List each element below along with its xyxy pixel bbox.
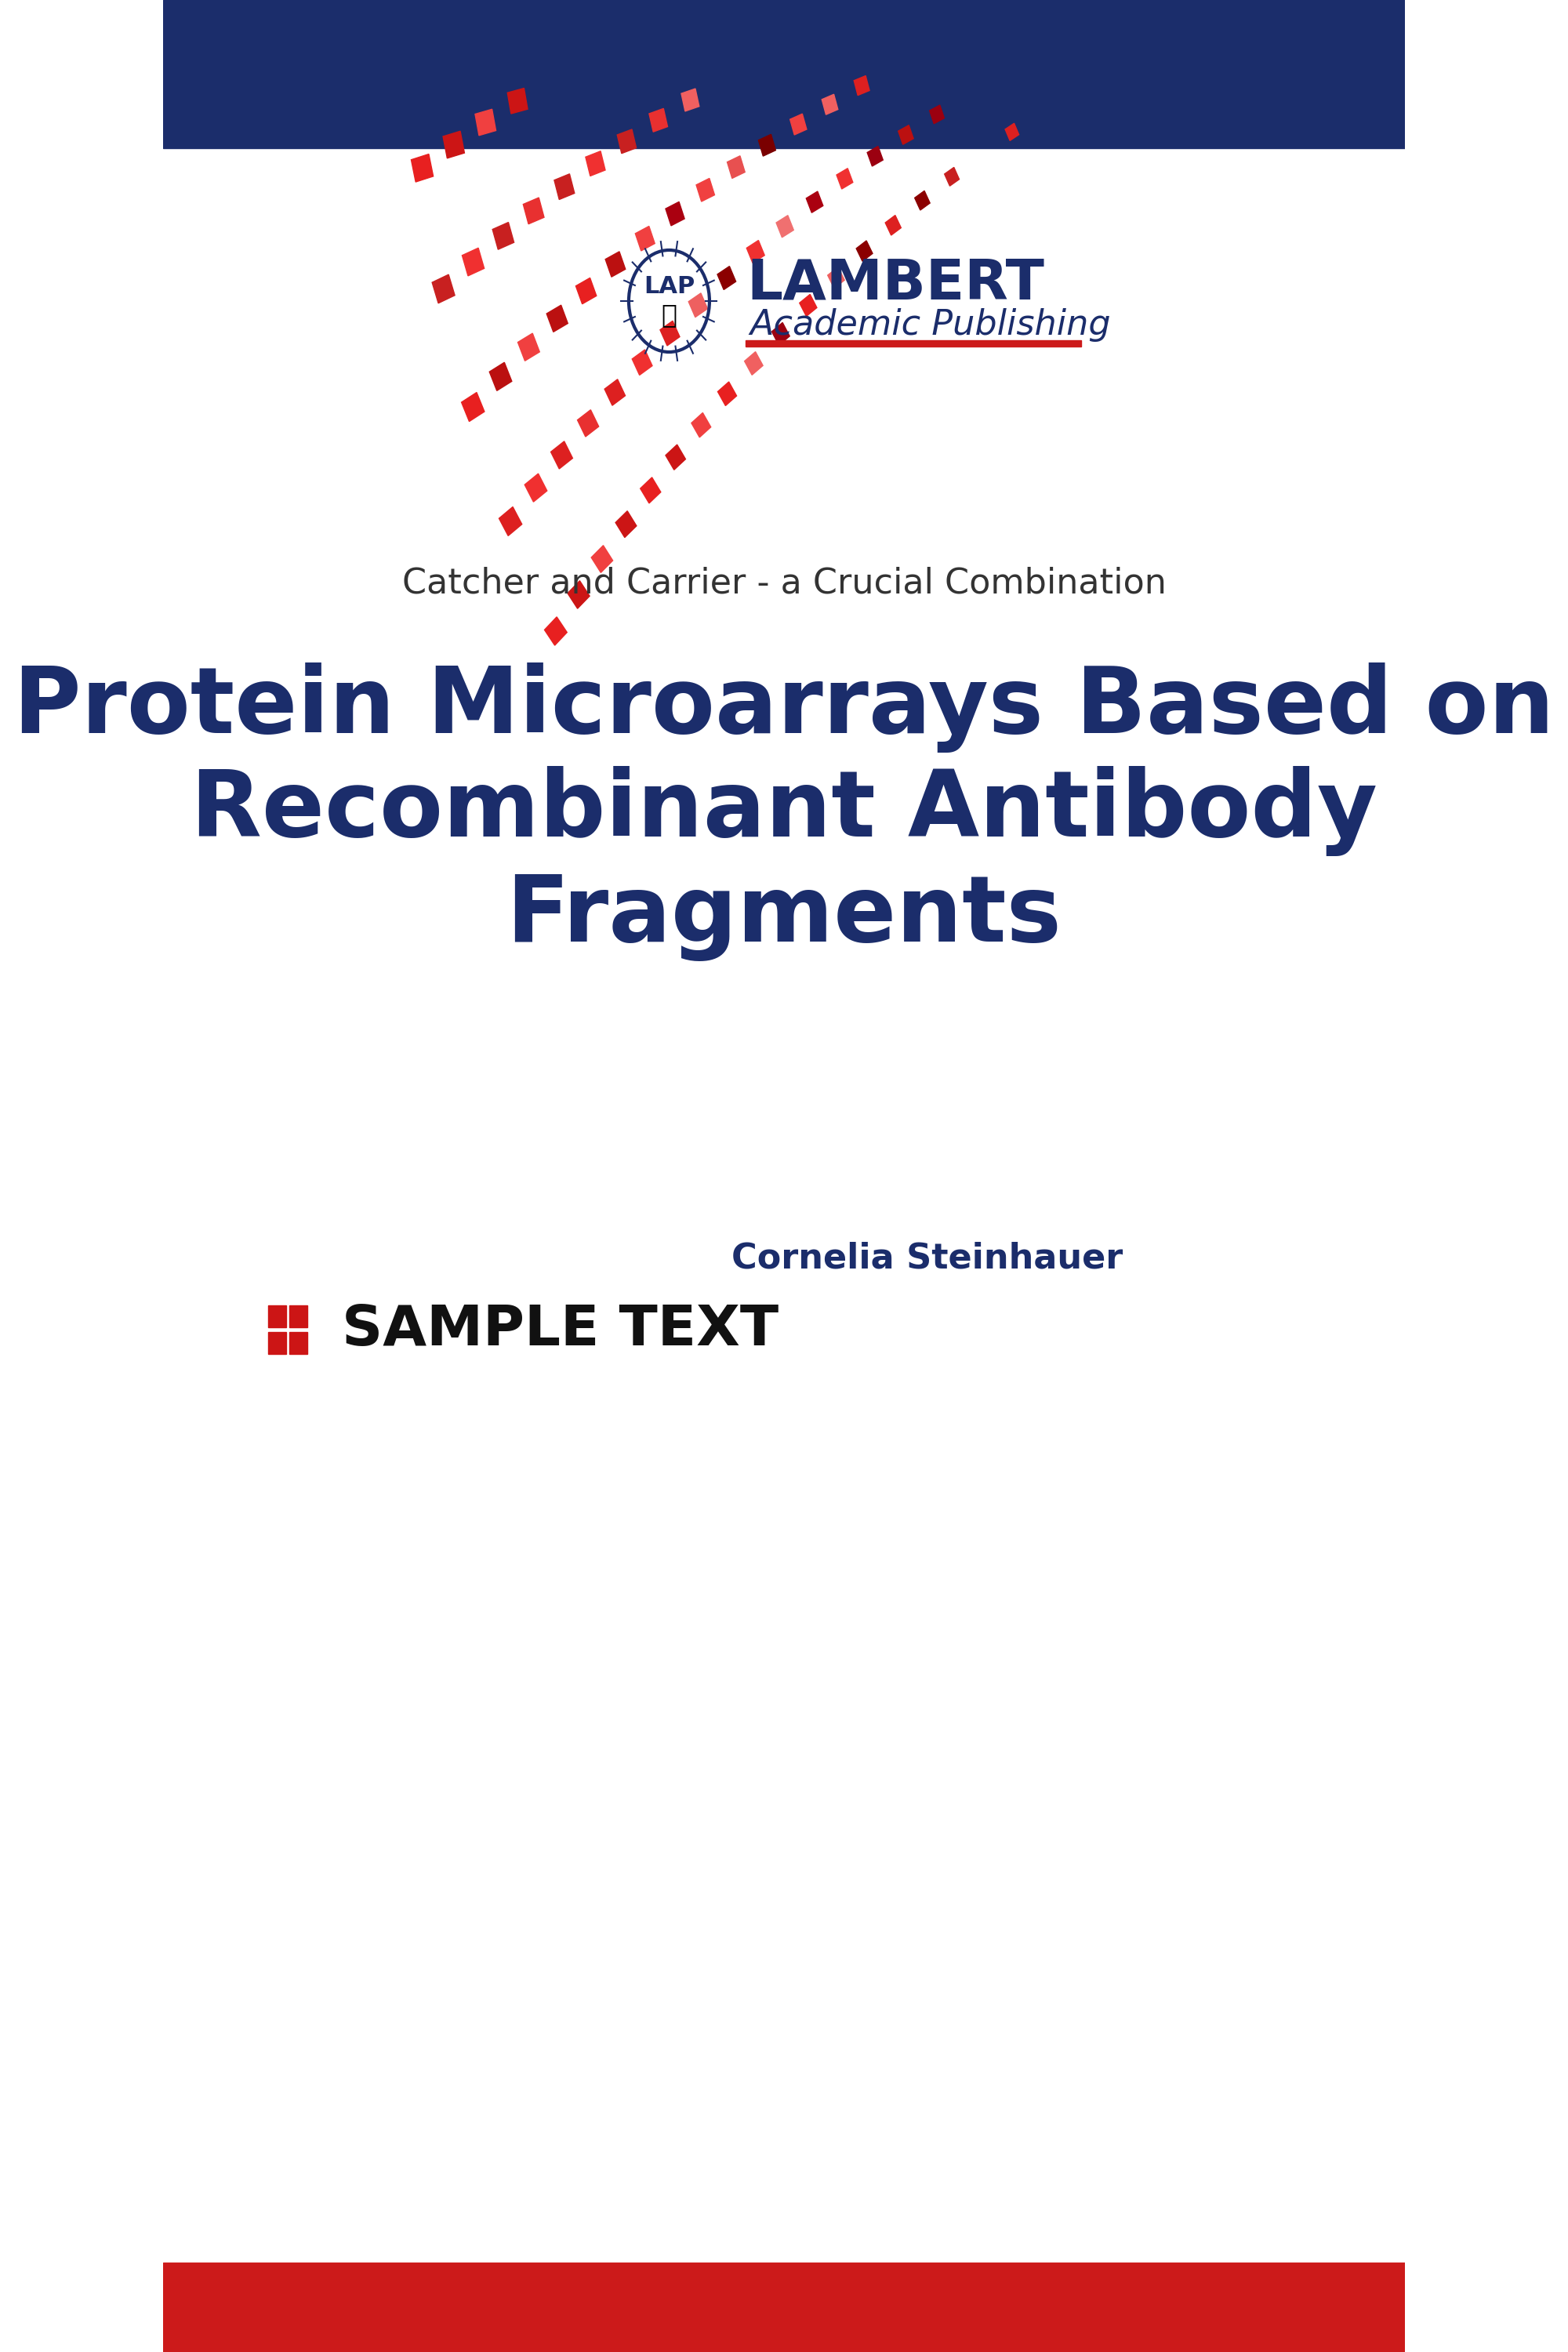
Bar bbox=[290, 1305, 307, 1327]
Polygon shape bbox=[660, 320, 679, 346]
Polygon shape bbox=[635, 226, 655, 252]
Polygon shape bbox=[665, 202, 685, 226]
Polygon shape bbox=[944, 167, 960, 186]
Polygon shape bbox=[649, 108, 668, 132]
Polygon shape bbox=[463, 247, 485, 275]
Polygon shape bbox=[591, 546, 613, 572]
Polygon shape bbox=[930, 106, 944, 125]
Polygon shape bbox=[517, 334, 539, 360]
Polygon shape bbox=[771, 322, 790, 346]
Text: Catcher and Carrier - a Crucial Combination: Catcher and Carrier - a Crucial Combinat… bbox=[401, 567, 1167, 600]
Polygon shape bbox=[544, 616, 568, 644]
Text: Academic Publishing: Academic Publishing bbox=[750, 308, 1112, 341]
Polygon shape bbox=[492, 223, 514, 249]
Polygon shape bbox=[806, 191, 823, 212]
Polygon shape bbox=[759, 134, 776, 155]
Bar bbox=[745, 341, 1080, 346]
Polygon shape bbox=[837, 169, 853, 188]
Bar bbox=[290, 1331, 307, 1355]
Polygon shape bbox=[489, 362, 511, 390]
Text: LAP: LAP bbox=[643, 275, 695, 299]
Polygon shape bbox=[475, 108, 495, 136]
Polygon shape bbox=[718, 381, 737, 405]
Polygon shape bbox=[728, 155, 745, 179]
Polygon shape bbox=[898, 125, 914, 143]
Polygon shape bbox=[640, 477, 660, 503]
Text: Protein Microarrays Based on
Recombinant Antibody
Fragments: Protein Microarrays Based on Recombinant… bbox=[14, 663, 1554, 960]
Polygon shape bbox=[681, 89, 699, 111]
Polygon shape bbox=[717, 266, 735, 289]
Polygon shape bbox=[867, 146, 883, 167]
Polygon shape bbox=[1005, 122, 1019, 141]
Polygon shape bbox=[790, 113, 806, 134]
Polygon shape bbox=[855, 75, 870, 96]
Polygon shape bbox=[547, 306, 568, 332]
Polygon shape bbox=[886, 216, 902, 235]
Polygon shape bbox=[745, 353, 764, 374]
Polygon shape bbox=[508, 87, 528, 113]
Polygon shape bbox=[691, 412, 710, 437]
Polygon shape bbox=[568, 581, 590, 609]
Text: LAMBERT: LAMBERT bbox=[746, 256, 1044, 310]
Text: 📚: 📚 bbox=[662, 303, 677, 329]
Polygon shape bbox=[800, 294, 817, 315]
Polygon shape bbox=[605, 379, 626, 405]
Polygon shape bbox=[605, 252, 626, 278]
Polygon shape bbox=[665, 445, 685, 470]
Bar bbox=[163, 2263, 1405, 2352]
Polygon shape bbox=[696, 179, 715, 202]
Polygon shape bbox=[746, 240, 765, 263]
Polygon shape bbox=[499, 506, 522, 536]
Polygon shape bbox=[411, 155, 433, 181]
Polygon shape bbox=[554, 174, 574, 200]
Polygon shape bbox=[444, 132, 464, 158]
Bar bbox=[268, 1331, 285, 1355]
Polygon shape bbox=[618, 129, 637, 153]
Polygon shape bbox=[461, 393, 485, 421]
Polygon shape bbox=[525, 473, 547, 501]
Polygon shape bbox=[585, 151, 605, 176]
Text: Cornelia Steinhauer: Cornelia Steinhauer bbox=[731, 1242, 1123, 1275]
Polygon shape bbox=[856, 240, 872, 261]
Polygon shape bbox=[822, 94, 837, 115]
Bar bbox=[268, 1305, 285, 1327]
Polygon shape bbox=[914, 191, 930, 209]
Polygon shape bbox=[524, 198, 544, 223]
Polygon shape bbox=[776, 216, 793, 238]
Polygon shape bbox=[433, 275, 455, 303]
Polygon shape bbox=[575, 278, 596, 303]
Text: SAMPLE TEXT: SAMPLE TEXT bbox=[323, 1303, 779, 1357]
Bar bbox=[163, 0, 1405, 148]
Polygon shape bbox=[550, 442, 572, 468]
Polygon shape bbox=[828, 268, 845, 289]
Polygon shape bbox=[688, 294, 707, 318]
Polygon shape bbox=[616, 510, 637, 539]
Polygon shape bbox=[632, 350, 652, 374]
Polygon shape bbox=[577, 409, 599, 437]
